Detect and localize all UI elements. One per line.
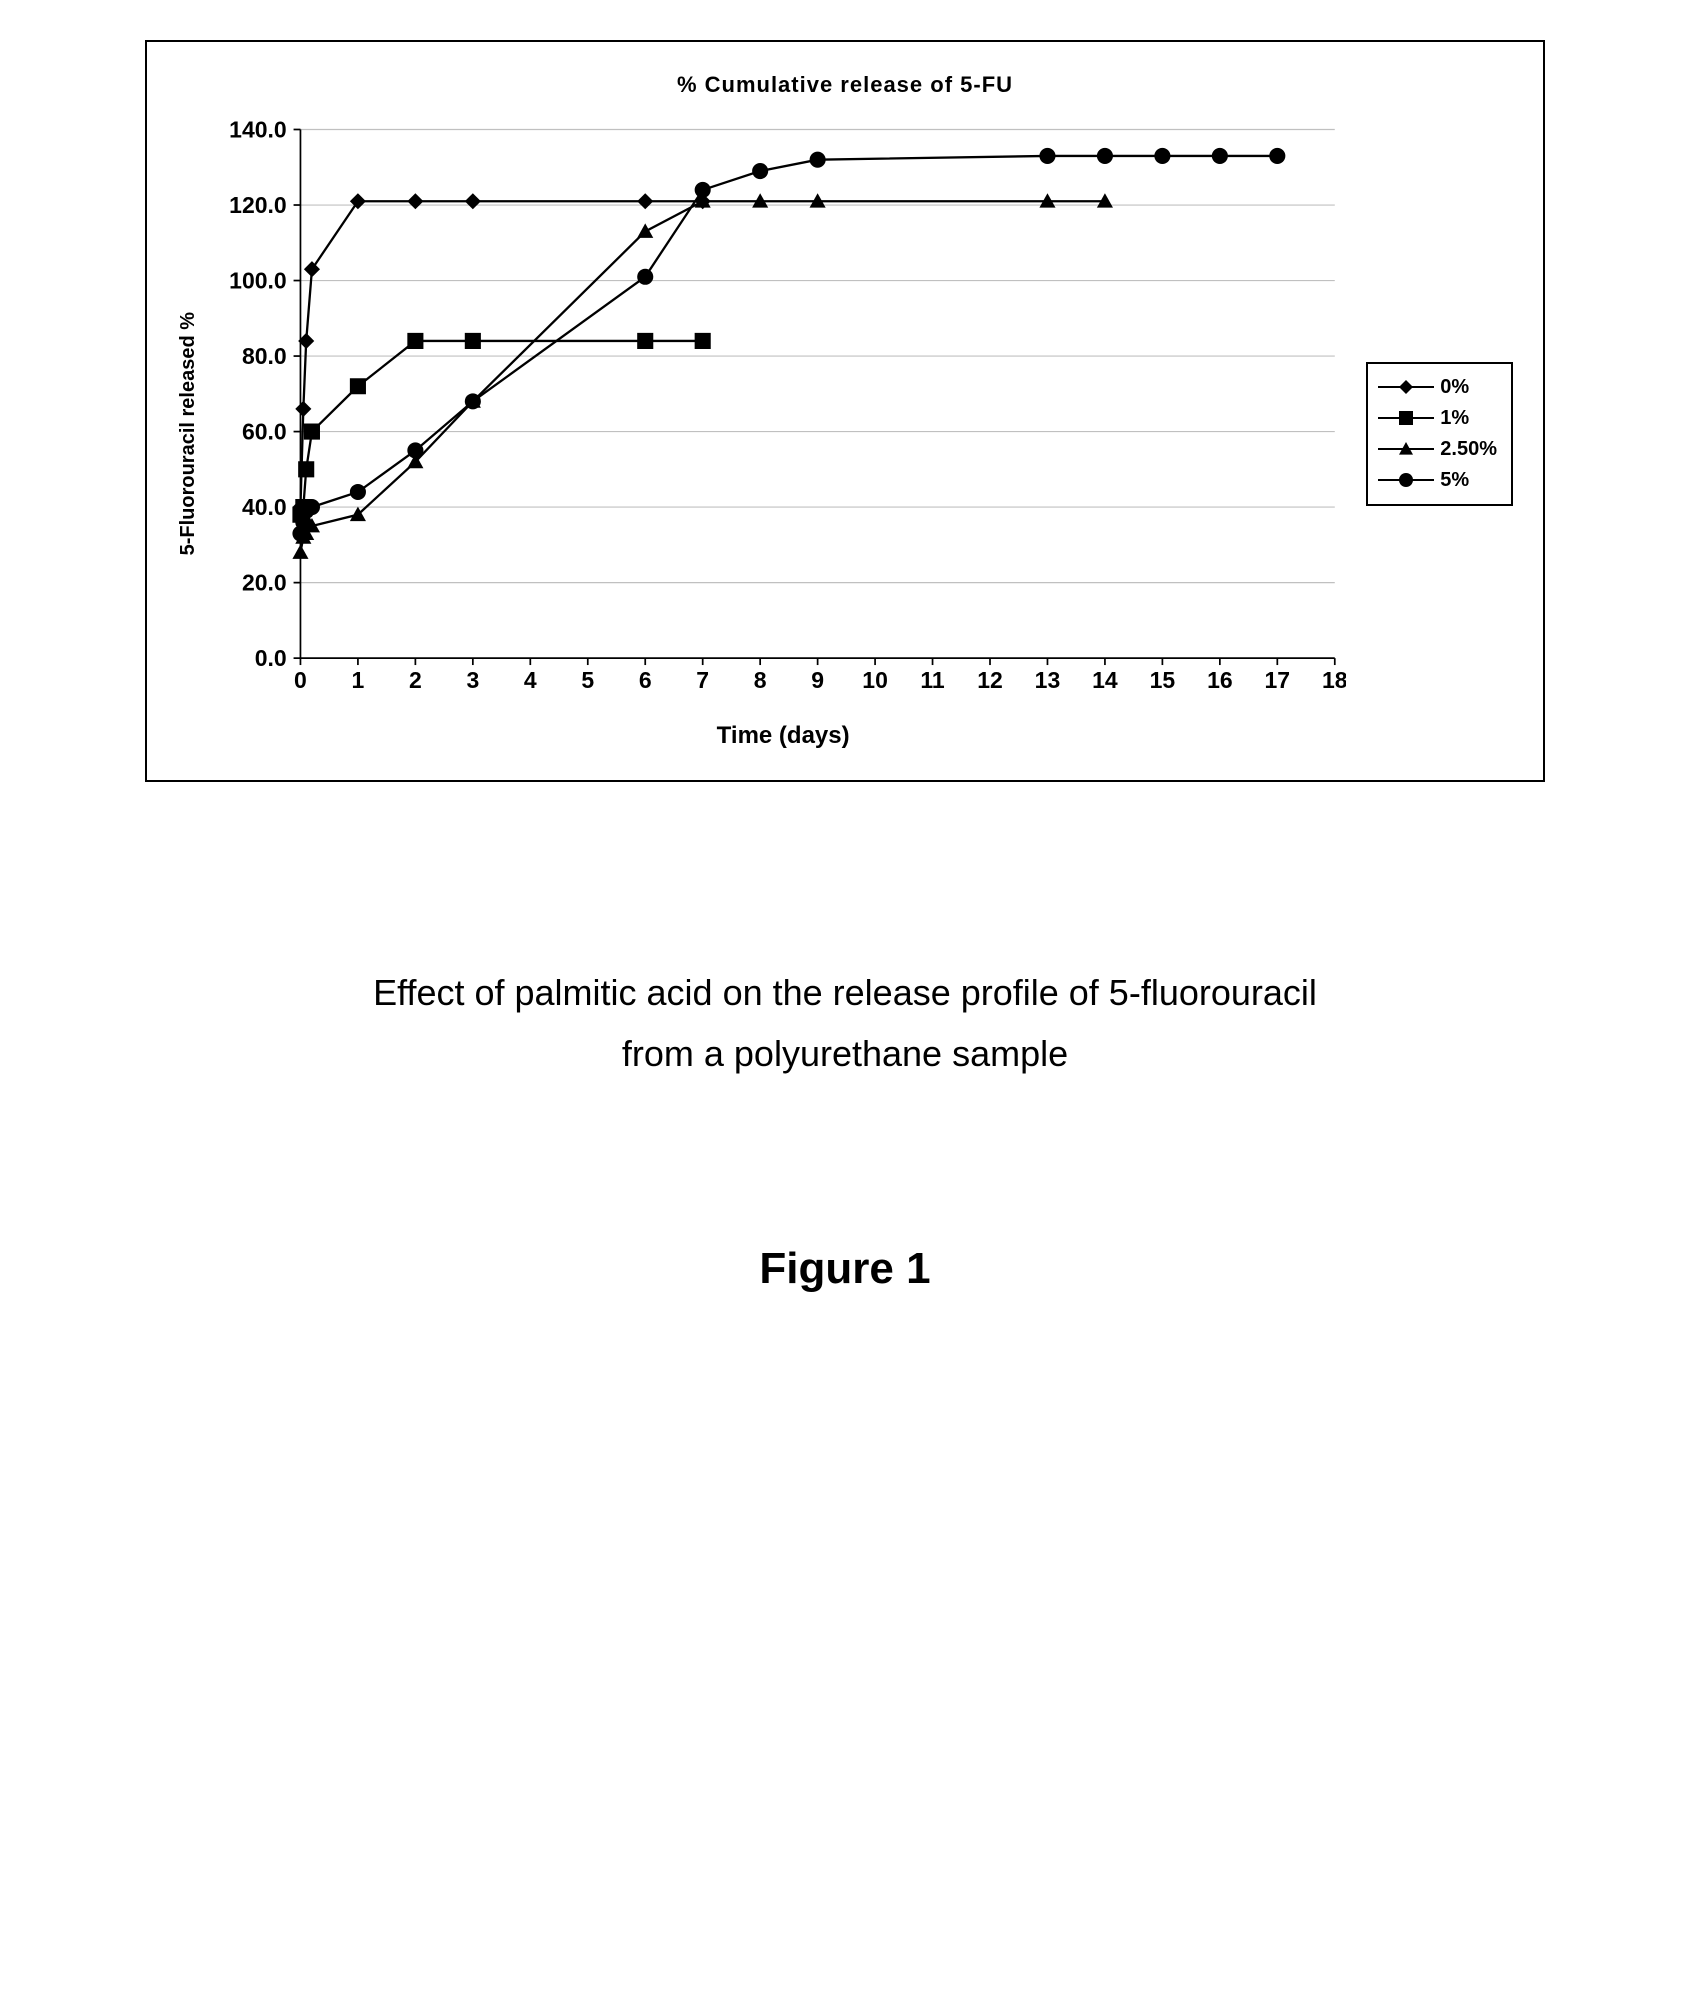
marker-diamond [407, 193, 423, 209]
svg-text:4: 4 [524, 667, 537, 693]
legend-item: 1% [1378, 403, 1497, 434]
svg-text:8: 8 [754, 667, 767, 693]
legend-line-icon [1378, 417, 1434, 419]
marker-circle [752, 163, 768, 179]
marker-circle [1212, 148, 1228, 164]
marker-triangle [292, 544, 308, 558]
legend-item: 0% [1378, 372, 1497, 403]
svg-text:120.0: 120.0 [229, 192, 286, 218]
marker-diamond [350, 193, 366, 209]
svg-text:100.0: 100.0 [229, 268, 286, 294]
chart-svg: 0.020.040.060.080.0100.0120.0140.0012345… [220, 118, 1346, 716]
series-line-3 [300, 156, 1277, 534]
svg-text:20.0: 20.0 [242, 570, 287, 596]
marker-circle [1269, 148, 1285, 164]
svg-text:1: 1 [352, 667, 365, 693]
legend-line-icon [1378, 479, 1434, 481]
marker-square [695, 333, 711, 349]
marker-diamond [637, 193, 653, 209]
marker-circle [695, 182, 711, 198]
svg-text:11: 11 [920, 667, 945, 693]
marker-diamond [295, 401, 311, 417]
triangle-icon [1397, 440, 1415, 458]
legend-label: 2.50% [1440, 438, 1497, 461]
square-icon [1397, 409, 1415, 427]
svg-text:2: 2 [409, 667, 422, 693]
legend-item: 2.50% [1378, 434, 1497, 465]
marker-circle [465, 393, 481, 409]
marker-circle [1097, 148, 1113, 164]
svg-text:40.0: 40.0 [242, 494, 287, 520]
marker-square [298, 461, 314, 477]
marker-square [407, 333, 423, 349]
caption-line-1: Effect of palmitic acid on the release p… [373, 972, 1317, 1013]
svg-text:7: 7 [696, 667, 709, 693]
svg-text:10: 10 [862, 667, 888, 693]
svg-text:5: 5 [581, 667, 594, 693]
marker-square [350, 378, 366, 394]
marker-square [637, 333, 653, 349]
figure-caption: Effect of palmitic acid on the release p… [145, 962, 1545, 1084]
marker-triangle [637, 223, 653, 237]
marker-circle [304, 499, 320, 515]
diamond-icon [1397, 378, 1415, 396]
figure-label: Figure 1 [40, 1244, 1650, 1294]
chart-title: % Cumulative release of 5-FU [177, 72, 1513, 98]
svg-text:6: 6 [639, 667, 652, 693]
legend-line-icon [1378, 448, 1434, 450]
svg-text:3: 3 [466, 667, 479, 693]
marker-square [465, 333, 481, 349]
marker-circle [637, 269, 653, 285]
chart-row: 5-Fluorouracil released % 0.0 20.0 40.0 60.… [177, 118, 1513, 750]
circle-icon [1397, 471, 1415, 489]
svg-text:0.0: 0.0 [255, 645, 287, 671]
plot-area: 0.020.040.060.080.0100.0120.0140.0012345… [220, 118, 1346, 750]
marker-circle [350, 484, 366, 500]
chart-container: % Cumulative release of 5-FU 5-Fluoroura… [145, 40, 1545, 782]
svg-text:15: 15 [1150, 667, 1176, 693]
svg-text:140.0: 140.0 [229, 118, 286, 143]
series-line-2 [300, 201, 1104, 552]
svg-text:0: 0 [294, 667, 307, 693]
y-axis-label-wrap: 5-Fluorouracil released % [177, 312, 200, 555]
marker-circle [1154, 148, 1170, 164]
marker-diamond [465, 193, 481, 209]
legend-item: 5% [1378, 465, 1497, 496]
series-line-0 [300, 201, 702, 507]
svg-text:18: 18 [1322, 667, 1346, 693]
svg-text:12: 12 [977, 667, 1003, 693]
svg-text:9: 9 [811, 667, 824, 693]
svg-text:17: 17 [1265, 667, 1291, 693]
legend-line-icon [1378, 386, 1434, 388]
svg-text:13: 13 [1035, 667, 1061, 693]
marker-circle [407, 442, 423, 458]
caption-line-2: from a polyurethane sample [622, 1033, 1068, 1074]
svg-text:60.0: 60.0 [242, 419, 287, 445]
svg-text:16: 16 [1207, 667, 1233, 693]
legend-label: 0% [1440, 376, 1469, 399]
marker-circle [810, 152, 826, 168]
x-axis-label: Time (days) [220, 722, 1346, 750]
marker-diamond [304, 261, 320, 277]
legend-label: 5% [1440, 469, 1469, 492]
legend: 0% 1% 2.50% 5% [1366, 362, 1513, 506]
marker-circle [1039, 148, 1055, 164]
legend-label: 1% [1440, 407, 1469, 430]
marker-square [304, 424, 320, 440]
svg-text:14: 14 [1092, 667, 1118, 693]
y-axis-label: 5-Fluorouracil released % [177, 312, 200, 555]
svg-text:80.0: 80.0 [242, 343, 287, 369]
